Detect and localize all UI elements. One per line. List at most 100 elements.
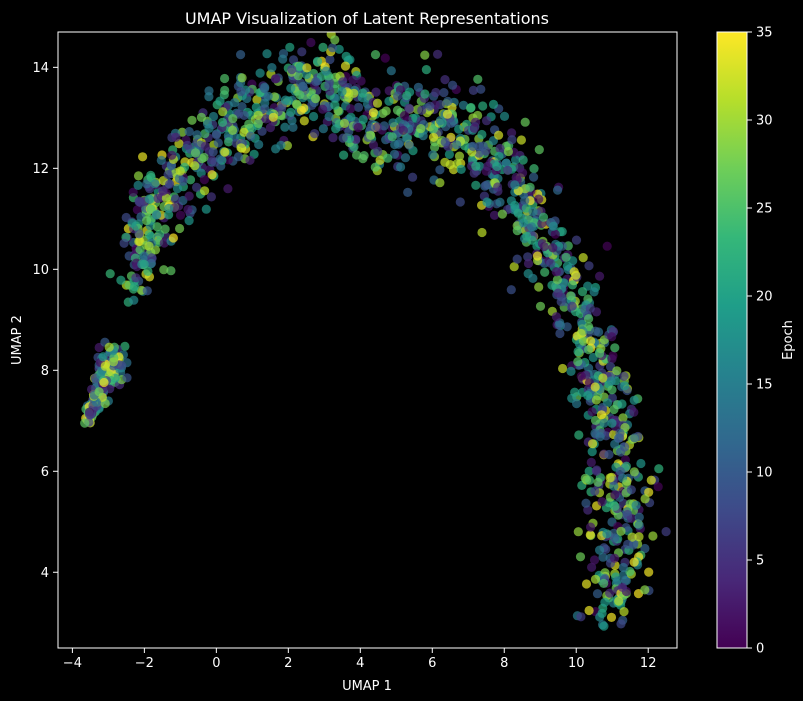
scatter-point	[213, 138, 223, 148]
scatter-point	[529, 172, 539, 182]
scatter-point	[631, 500, 641, 510]
scatter-point	[217, 117, 228, 127]
scatter-point	[586, 336, 596, 346]
scatter-point	[546, 258, 556, 268]
scatter-point	[593, 477, 603, 487]
scatter-point	[345, 55, 355, 65]
scatter-point	[510, 180, 520, 190]
scatter-point	[178, 176, 188, 186]
scatter-point	[590, 326, 601, 336]
scatter-point	[366, 130, 376, 140]
scatter-point	[499, 111, 510, 121]
scatter-point	[246, 131, 256, 141]
scatter-point	[425, 101, 435, 111]
scatter-point	[516, 135, 527, 145]
scatter-point	[584, 466, 594, 476]
scatter-point	[573, 346, 583, 357]
scatter-point	[421, 65, 431, 75]
scatter-point	[223, 184, 233, 194]
scatter-point	[318, 104, 328, 114]
scatter-point	[260, 82, 270, 92]
scatter-point	[163, 169, 173, 180]
scatter-point	[142, 216, 152, 226]
scatter-point	[572, 399, 582, 409]
scatter-point	[337, 87, 347, 97]
scatter-point	[495, 197, 505, 207]
scatter-point	[245, 155, 255, 165]
scatter-point	[616, 619, 626, 629]
scatter-point	[370, 162, 380, 172]
scatter-point	[532, 251, 543, 261]
scatter-point	[617, 582, 628, 592]
scatter-point	[523, 258, 534, 269]
scatter-point	[548, 221, 558, 231]
scatter-point	[224, 137, 234, 147]
scatter-point	[551, 312, 562, 322]
colorbar-tick-label: 30	[756, 114, 773, 129]
scatter-point	[629, 407, 639, 417]
scatter-point	[589, 555, 600, 565]
scatter-point	[236, 86, 246, 97]
scatter-point	[584, 314, 594, 324]
scatter-point	[604, 449, 614, 460]
colorbar-tick-label: 5	[756, 554, 764, 569]
scatter-point	[80, 418, 90, 428]
scatter-point	[442, 109, 453, 119]
scatter-point	[548, 243, 558, 253]
scatter-point	[620, 381, 630, 391]
scatter-point	[623, 539, 633, 549]
scatter-point	[338, 133, 348, 143]
scatter-point	[571, 235, 582, 245]
scatter-point	[104, 342, 114, 352]
scatter-point	[612, 366, 622, 376]
scatter-point	[494, 151, 504, 161]
scatter-point	[134, 229, 144, 239]
scatter-point	[132, 205, 142, 215]
scatter-point	[602, 241, 612, 251]
scatter-point	[644, 567, 654, 577]
scatter-point	[251, 102, 261, 112]
scatter-point	[339, 150, 349, 160]
chart-title: UMAP Visualization of Latent Representat…	[185, 9, 549, 28]
scatter-point	[371, 87, 381, 97]
y-tick-label: 12	[32, 162, 49, 177]
scatter-point	[120, 341, 130, 351]
scatter-point	[605, 588, 615, 598]
scatter-point	[228, 125, 238, 135]
scatter-point	[455, 197, 465, 207]
scatter-point	[581, 579, 592, 589]
scatter-point	[265, 123, 275, 133]
scatter-point	[142, 179, 152, 189]
y-axis: 4 6 8 10 12 14	[32, 61, 58, 581]
y-tick-label: 6	[41, 465, 49, 480]
scatter-point	[527, 222, 537, 232]
scatter-point	[629, 557, 639, 567]
scatter-point	[640, 543, 650, 554]
scatter-point	[590, 486, 600, 496]
scatter-point	[562, 322, 572, 332]
scatter-point	[372, 122, 382, 132]
scatter-point	[616, 526, 626, 536]
scatter-point	[592, 589, 603, 599]
scatter-point	[196, 112, 206, 122]
scatter-point	[278, 54, 288, 64]
scatter-point	[618, 562, 629, 573]
scatter-point	[488, 99, 499, 109]
scatter-point	[331, 124, 341, 134]
scatter-point	[599, 578, 609, 589]
scatter-point	[309, 111, 319, 122]
scatter-point	[129, 282, 139, 292]
scatter-point	[378, 108, 388, 118]
scatter-point	[280, 122, 290, 132]
scatter-point	[390, 139, 400, 150]
scatter-point	[388, 118, 398, 128]
scatter-point	[158, 186, 168, 196]
scatter-point	[416, 124, 426, 134]
scatter-point	[253, 118, 263, 128]
scatter-point	[358, 154, 368, 164]
scatter-point	[187, 115, 197, 125]
scatter-point	[435, 116, 445, 126]
scatter-point	[556, 297, 566, 307]
scatter-point	[298, 81, 308, 91]
scatter-point	[503, 165, 513, 175]
